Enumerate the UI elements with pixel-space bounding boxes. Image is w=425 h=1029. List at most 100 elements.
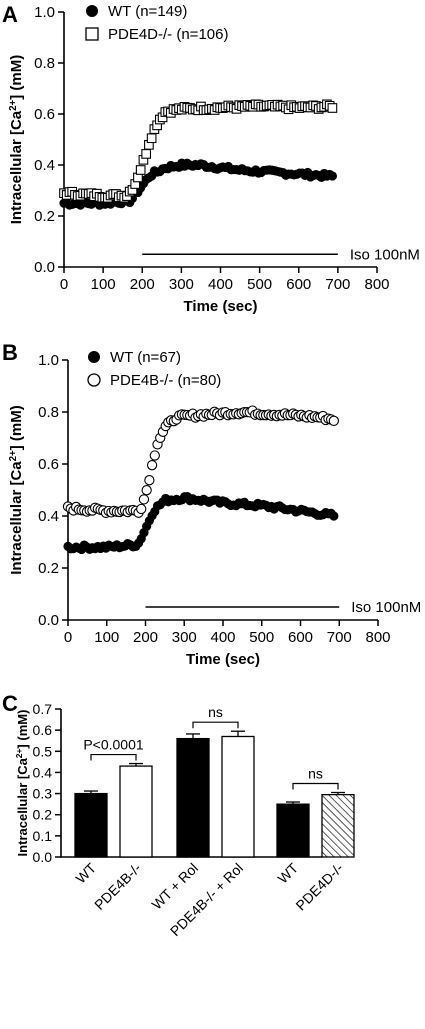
bar: [74, 792, 108, 858]
bar: [176, 737, 210, 858]
x-tick-label: 600: [286, 276, 311, 293]
legend-marker: [86, 5, 98, 17]
x-tick-label: 700: [325, 276, 350, 293]
legend-label: PDE4D-/- (n=106): [108, 26, 228, 43]
data-point: [327, 171, 337, 181]
legend-label: WT (n=149): [108, 3, 187, 20]
x-tick-label: 300: [172, 629, 197, 646]
iso-label: Iso 100nM: [350, 246, 420, 263]
y-tick-label: 0.7: [33, 701, 53, 717]
x-category-label: WT: [274, 859, 301, 886]
y-tick-label: 0.0: [34, 259, 55, 276]
y-tick-label: 0.2: [34, 208, 55, 225]
panel-letter-B: B: [2, 340, 18, 365]
data-point: [329, 511, 339, 521]
y-tick-label: 0.6: [33, 722, 53, 738]
x-tick-label: 200: [133, 629, 158, 646]
x-tick-label: 700: [327, 629, 352, 646]
data-point: [146, 460, 158, 471]
y-axis-title-part: Intracellular [Ca: [15, 757, 30, 856]
y-axis-title-part: ] (mM): [15, 710, 30, 749]
data-point: [149, 450, 160, 461]
comparison-bracket: [292, 782, 339, 790]
data-point: [136, 503, 147, 515]
x-tick-label: 600: [288, 629, 313, 646]
bar: [276, 803, 310, 858]
legend-marker: [88, 351, 100, 363]
x-tick-label: 800: [364, 276, 389, 293]
legend-marker: [87, 373, 101, 387]
data-point: [141, 485, 152, 496]
series-B-1: [62, 405, 339, 518]
data-point: [144, 475, 155, 486]
x-tick-label: 400: [210, 629, 235, 646]
bar: [321, 793, 355, 858]
x-category-label: PDE4D-/-: [292, 860, 346, 914]
x-tick-label: 300: [169, 276, 194, 293]
y-tick-label: 0.8: [38, 404, 59, 421]
series-A-1: [59, 99, 338, 203]
y-tick-label: 0.5: [33, 743, 53, 759]
x-tick-label: 400: [208, 276, 233, 293]
x-tick-label: 500: [249, 629, 274, 646]
y-tick-label: 0.4: [38, 508, 59, 525]
legend-label: PDE4B-/- (n=80): [110, 372, 221, 389]
y-axis-title-part: Intracellular [Ca: [8, 110, 25, 224]
panel-A: A 0.0 0.2 0.4 0.6 0.8 1.0 0 100 200 300 400 500 600 70…: [2, 2, 420, 315]
legend-label: WT (n=67): [110, 349, 181, 366]
y-axis-title-part: ] (mM): [8, 55, 25, 100]
data-point: [135, 165, 146, 175]
comparison-bracket: [192, 721, 239, 729]
y-tick-label: 0.6: [38, 456, 59, 473]
y-axis-title-part: Intracellular [Ca: [8, 461, 25, 575]
x-tick-label: 100: [91, 276, 116, 293]
y-tick-label: 0.2: [33, 807, 53, 823]
x-axis-title-A: Time (sec): [184, 298, 258, 315]
axes-B: [67, 360, 378, 621]
data-point: [328, 415, 339, 426]
panel-letter-A: A: [2, 2, 18, 27]
y-axis-title-C: Intracellular [Ca2+] (mM): [14, 710, 30, 857]
y-tick-label: 0.0: [33, 849, 53, 865]
x-category-label: WT: [72, 859, 99, 886]
panel-letter-C: C: [2, 691, 18, 716]
data-point: [327, 103, 338, 113]
y-axis-title-A: Intracellular [Ca2+] (mM): [8, 55, 25, 225]
y-tick-label: 0.3: [33, 786, 53, 802]
series-A-0: [59, 158, 337, 210]
x-tick-label: 0: [60, 276, 68, 293]
comparison-label: ns: [208, 704, 223, 720]
x-axis-title-B: Time (sec): [186, 651, 260, 668]
y-tick-label: 0.6: [34, 106, 55, 123]
y-axis-title-sup: 2+: [8, 450, 19, 461]
x-tick-label: 800: [365, 629, 390, 646]
y-axis-title-sup: 2+: [8, 99, 19, 110]
comparison-label: ns: [308, 766, 323, 782]
y-tick-label: 1.0: [38, 352, 59, 369]
data-point: [141, 149, 152, 159]
panel-B: B 0.0 0.2 0.4 0.6 0.8 1.0 0 100 200 300 400 500 600 70…: [2, 340, 421, 668]
series-B-0: [63, 491, 339, 555]
y-tick-label: 0.8: [34, 55, 55, 72]
y-tick-label: 0.1: [33, 828, 53, 844]
y-tick-label: 1.0: [34, 4, 55, 21]
y-tick-label: 0.0: [38, 612, 59, 629]
y-tick-label: 0.4: [34, 157, 55, 174]
y-axis-title-part: ] (mM): [8, 405, 25, 450]
y-tick-label: 0.4: [33, 764, 53, 780]
comparison-label: P<0.0001: [83, 737, 144, 753]
x-tick-label: 200: [130, 276, 155, 293]
x-tick-label: 500: [247, 276, 272, 293]
data-point: [146, 133, 157, 144]
bar: [221, 735, 255, 858]
y-tick-label: 0.2: [38, 560, 59, 577]
y-axis-title-B: Intracellular [Ca2+] (mM): [8, 405, 25, 575]
x-tick-label: 0: [64, 629, 72, 646]
bar: [119, 765, 153, 858]
legend-marker: [85, 27, 99, 41]
y-axis-title-sup: 2+: [14, 748, 24, 758]
iso-label: Iso 100nM: [351, 599, 421, 616]
axes-A: [63, 12, 377, 268]
